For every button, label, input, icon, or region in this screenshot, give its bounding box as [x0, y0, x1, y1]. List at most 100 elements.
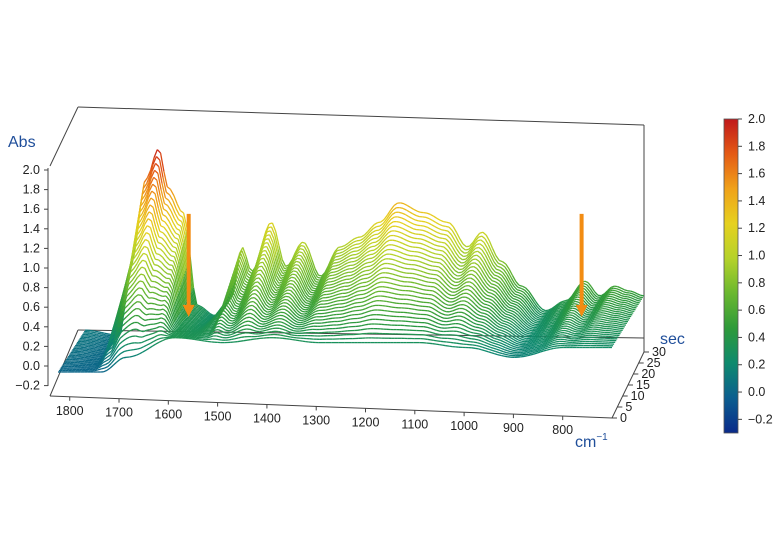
spectrum-segment: [178, 333, 183, 335]
spectrum-segment: [154, 334, 158, 338]
spectrum-segment: [230, 284, 236, 292]
spectrum-segment: [508, 268, 514, 276]
spectrum-segment: [482, 325, 487, 329]
spectrum-segment: [395, 259, 399, 263]
spectrum-segment: [258, 277, 263, 283]
spectrum-segment: [400, 284, 404, 287]
spectrum-segment: [347, 261, 352, 264]
spectrum-segment: [426, 226, 431, 230]
spectrum-segment: [373, 257, 379, 261]
spectrum-segment: [465, 255, 470, 260]
spectrum-segment: [376, 244, 382, 249]
spectrum-segment: [97, 342, 101, 345]
spectrum-segment: [505, 321, 510, 324]
spectrum-segment: [140, 230, 145, 239]
spectrum-segment: [571, 295, 576, 300]
spectrum-segment: [546, 338, 551, 342]
spectrum-segment: [464, 259, 469, 263]
spectrum-segment: [297, 257, 301, 260]
spectrum-segment: [390, 263, 395, 266]
spectrum-segment: [458, 241, 463, 248]
spectrum-segment: [240, 253, 245, 263]
spectrum-segment: [182, 325, 186, 328]
spectrum-segment: [238, 276, 244, 286]
spectrum-segment: [364, 261, 369, 265]
spectrum-segment: [165, 197, 169, 201]
spectrum-segment: [508, 348, 513, 351]
spectrum-segment: [529, 320, 534, 325]
spectrum-segment: [236, 256, 241, 263]
spectrum-segment: [440, 287, 446, 292]
spectrum-segment: [382, 253, 387, 257]
spectrum-segment: [511, 324, 517, 329]
spectrum-segment: [479, 243, 484, 247]
spectrum-segment: [438, 223, 443, 227]
spectrum-segment: [482, 315, 487, 319]
spectrum-segment: [492, 289, 496, 293]
spectrum-segment: [123, 349, 128, 353]
spectrum-segment: [313, 292, 319, 298]
spectrum-segment: [508, 314, 513, 317]
spectrum-segment: [402, 223, 407, 226]
spectrum-segment: [285, 276, 290, 282]
spectrum-segment: [485, 319, 490, 323]
spectrum-segment: [411, 277, 416, 280]
spectrum-segment: [279, 327, 283, 330]
spectrum-segment: [292, 321, 297, 325]
spectrum-segment: [403, 267, 408, 270]
spectrum-segment: [262, 323, 266, 325]
spectrum-segment: [357, 317, 361, 320]
spectrum-segment: [529, 346, 533, 349]
spectrum-segment: [262, 249, 266, 252]
spectrum-segment: [115, 343, 120, 350]
spectrum-segment: [402, 227, 406, 231]
spectrum-segment: [505, 337, 510, 341]
spectrum-segment: [597, 330, 602, 333]
spectrum-segment: [442, 264, 447, 270]
spectrum-segment: [349, 286, 354, 290]
spectrum-segment: [448, 290, 453, 293]
spectrum-segment: [380, 250, 385, 255]
spectrum-segment: [156, 214, 162, 226]
spectrum-segment: [89, 344, 93, 347]
spectrum-segment: [174, 301, 180, 316]
spectrum-segment: [420, 224, 425, 227]
spectrum-segment: [180, 210, 184, 214]
spectrum-segment: [363, 234, 368, 239]
spectrum-segment: [193, 326, 198, 329]
spectrum-segment: [536, 342, 541, 345]
spectrum-segment: [180, 309, 186, 320]
spectrum-segment: [227, 297, 232, 303]
spectrum-segment: [263, 245, 267, 249]
spectrum-segment: [254, 310, 259, 316]
spectrum-segment: [292, 260, 297, 265]
spectrum-segment: [521, 315, 526, 320]
spectrum-segment: [451, 246, 457, 254]
spectrum-segment: [126, 307, 131, 312]
spectrum-segment: [165, 191, 170, 196]
spectrum-segment: [286, 327, 291, 330]
spectrum-segment: [544, 314, 549, 317]
spectrum-segment: [261, 239, 266, 247]
spectrum-segment: [510, 292, 515, 297]
spectrum-segment: [582, 325, 586, 328]
spectrum-segment: [111, 340, 117, 348]
spectrum-segment: [506, 318, 511, 322]
spectrum-segment: [358, 261, 363, 266]
spectrum-segment: [629, 292, 634, 295]
spectrum-segment: [494, 337, 498, 341]
spectrum-segment: [172, 325, 177, 330]
spectrum-segment: [401, 247, 406, 250]
spectrum-segment: [392, 301, 397, 304]
spectrum-segment: [346, 243, 351, 248]
spectrum-segment: [590, 311, 595, 314]
spectrum-segment: [267, 280, 273, 290]
spectrum-segment: [420, 283, 425, 287]
spectrum-segment: [362, 292, 367, 296]
spectrum-segment: [217, 329, 222, 332]
spectrum-segment: [598, 310, 602, 313]
spectrum-segment: [153, 200, 159, 215]
spectrum-segment: [539, 311, 544, 315]
spectrum-segment: [105, 362, 110, 366]
spectrum-segment: [626, 311, 631, 314]
